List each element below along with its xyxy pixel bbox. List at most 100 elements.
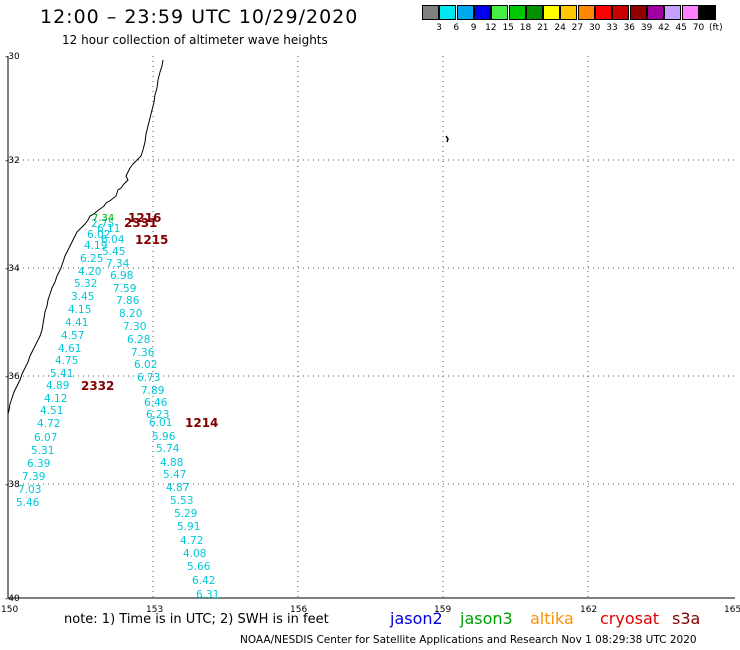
scale-swatch bbox=[664, 5, 682, 20]
scale-swatch bbox=[681, 5, 699, 20]
wave-height-label: 6.01 bbox=[149, 417, 172, 429]
wave-height-label: 6.31 bbox=[196, 589, 219, 601]
pass-time-label: 2332 bbox=[81, 379, 114, 393]
wave-height-label: 7.36 bbox=[131, 347, 155, 359]
wave-height-label: 5.31 bbox=[31, 445, 54, 457]
wave-height-label: 6.11 bbox=[97, 223, 120, 235]
scale-label: 39 bbox=[640, 23, 653, 33]
wave-height-track: 6.024.196.254.205.323.454.154.414.574.61… bbox=[16, 218, 219, 601]
wave-height-label: 4.15 bbox=[68, 304, 91, 316]
wave-height-label: 5.96 bbox=[152, 431, 176, 443]
scale-label: 18 bbox=[519, 23, 532, 33]
scale-swatch bbox=[612, 5, 630, 20]
wave-height-label: 4.12 bbox=[44, 393, 67, 405]
wave-height-label: 7.86 bbox=[116, 295, 140, 307]
wave-height-label: 4.72 bbox=[180, 535, 203, 547]
wave-height-label: 4.88 bbox=[160, 457, 183, 469]
wave-height-label: 6.25 bbox=[80, 253, 103, 265]
longitude-label: 165 bbox=[724, 605, 740, 615]
scale-swatch bbox=[422, 5, 439, 20]
longitude-label: 153 bbox=[146, 605, 163, 615]
wave-height-label: 4.57 bbox=[61, 330, 84, 342]
wave-height-label: 5.53 bbox=[170, 495, 193, 507]
wave-height-label: 4.72 bbox=[37, 418, 60, 430]
scale-label: 21 bbox=[537, 23, 549, 33]
scale-label: 12 bbox=[485, 23, 497, 33]
wave-height-label-green: 7.34 bbox=[92, 213, 114, 224]
wave-height-label: 6.39 bbox=[27, 458, 50, 470]
scale-swatch bbox=[629, 5, 647, 20]
scale-label: (ft) bbox=[709, 23, 723, 33]
longitude-labels: 150 153 156 159 162 165 bbox=[1, 605, 740, 615]
scale-swatch bbox=[508, 5, 526, 20]
wave-height-label: 7.89 bbox=[141, 385, 164, 397]
satellite-legend-jason2: jason2 bbox=[390, 609, 443, 628]
latitude-label: -36 bbox=[5, 372, 20, 382]
scale-label: 42 bbox=[658, 23, 670, 33]
scale-swatch bbox=[525, 5, 543, 20]
latitude-label: -30 bbox=[5, 52, 20, 62]
wave-height-label: 4.87 bbox=[166, 482, 189, 494]
satellite-legend-jason3: jason3 bbox=[460, 609, 513, 628]
pass-time-label: 2331 bbox=[124, 216, 157, 230]
wave-height-label: 6.23 bbox=[146, 409, 169, 421]
scale-label: 33 bbox=[606, 23, 618, 33]
map-subtitle: 12 hour collection of altimeter wave hei… bbox=[62, 33, 328, 47]
longitude-label: 150 bbox=[1, 605, 18, 615]
coastline bbox=[7, 59, 164, 415]
scale-label: 9 bbox=[470, 23, 477, 33]
wave-height-label: 6.04 bbox=[101, 234, 125, 246]
scale-swatch bbox=[491, 5, 509, 20]
scale-swatch bbox=[560, 5, 578, 20]
wave-height-label: 5.66 bbox=[187, 561, 211, 573]
wave-height-label: 6.42 bbox=[192, 575, 215, 587]
latitude-labels: -30 -32 -34 -36 -38 -40 bbox=[5, 52, 20, 604]
wave-height-label: 7.30 bbox=[123, 321, 146, 333]
map-frame bbox=[7, 56, 735, 599]
wave-height-label: 7.03 bbox=[18, 484, 41, 496]
wave-height-label: 7.59 bbox=[113, 283, 136, 295]
latitude-label: -38 bbox=[5, 480, 20, 490]
wave-height-label: 4.89 bbox=[46, 380, 69, 392]
wave-height-label: 4.08 bbox=[183, 548, 206, 560]
longitude-label: 156 bbox=[290, 605, 307, 615]
scale-swatch bbox=[646, 5, 664, 20]
wave-height-label: 6.07 bbox=[34, 432, 57, 444]
scale-label: 45 bbox=[675, 23, 687, 33]
graticule bbox=[8, 56, 735, 598]
wave-height-label: 5.32 bbox=[74, 278, 97, 290]
wave-height-label: 5.47 bbox=[163, 469, 186, 481]
pass-time-label: 1214 bbox=[185, 416, 218, 430]
latitude-label: -32 bbox=[5, 156, 20, 166]
wave-height-label: 3.45 bbox=[71, 291, 94, 303]
latitude-label: -34 bbox=[5, 264, 20, 274]
wave-height-label: 4.20 bbox=[78, 266, 101, 278]
map-title: 12:00 – 23:59 UTC 10/29/2020 bbox=[40, 6, 359, 28]
scale-swatch bbox=[577, 5, 595, 20]
scale-label: 30 bbox=[588, 23, 601, 33]
scale-swatch bbox=[456, 5, 474, 20]
wave-height-label: 8.20 bbox=[119, 308, 142, 320]
scale-label: 15 bbox=[502, 23, 514, 33]
wave-height-track-green: 7.34 bbox=[92, 213, 114, 224]
scale-swatch bbox=[473, 5, 491, 20]
scale-label: 24 bbox=[554, 23, 566, 33]
wave-height-label: 6.02 bbox=[87, 229, 110, 241]
island-marker bbox=[445, 135, 449, 143]
wave-height-label: 4.75 bbox=[55, 355, 78, 367]
wave-height-label: 4.41 bbox=[65, 317, 88, 329]
scale-label: 70 bbox=[692, 23, 705, 33]
scale-label: 6 bbox=[453, 23, 460, 33]
wave-height-label: 6.98 bbox=[110, 270, 133, 282]
scale-label: 27 bbox=[571, 23, 584, 33]
wave-height-label: 5.91 bbox=[177, 521, 200, 533]
footer-note: note: 1) Time is in UTC; 2) SWH is in fe… bbox=[64, 612, 329, 627]
wave-height-label: 6.02 bbox=[134, 359, 157, 371]
pass-time-label: 1216 bbox=[128, 211, 161, 225]
longitude-label: 162 bbox=[580, 605, 597, 615]
wave-height-label: 4.51 bbox=[40, 405, 63, 417]
scale-swatch bbox=[595, 5, 612, 20]
